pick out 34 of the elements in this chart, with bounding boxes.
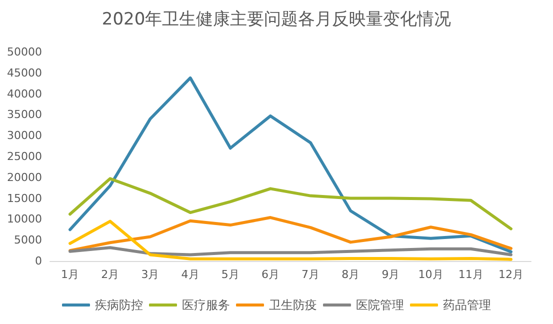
y-tick-label: 35000 (7, 108, 42, 122)
y-tick-label: 50000 (7, 46, 42, 58)
line-series (68, 216, 512, 252)
x-tick-label: 2月 (101, 268, 120, 281)
x-tick-label: 1月 (61, 268, 80, 281)
x-tick-label: 12月 (498, 268, 524, 281)
legend-label: 疾病防控 (95, 298, 143, 312)
legend-label: 医院管理 (356, 298, 404, 312)
x-tick-label: 5月 (221, 268, 240, 281)
x-tick-label: 3月 (141, 268, 160, 281)
y-tick-label: 5000 (14, 234, 42, 247)
y-tick-label: 30000 (7, 129, 42, 142)
line-series (68, 76, 512, 254)
legend-label: 医疗服务 (182, 298, 230, 312)
y-tick-label: 45000 (7, 66, 42, 80)
y-tick-label: 25000 (7, 150, 42, 163)
x-tick-label: 10月 (418, 268, 444, 281)
line-series (68, 177, 512, 230)
chart-title: 2020年卫生健康主要问题各月反映量变化情况 (102, 10, 452, 30)
y-tick-label: 40000 (7, 87, 42, 100)
y-tick-label: 10000 (7, 212, 42, 226)
line-series (68, 246, 512, 256)
y-tick-label: 15000 (7, 192, 42, 205)
x-tick-label: 8月 (342, 268, 360, 281)
legend-label: 卫生防疫 (269, 298, 317, 312)
y-tick-label: 20000 (7, 170, 42, 184)
x-tick-label: 11月 (458, 268, 484, 281)
x-tick-label: 6月 (261, 268, 280, 281)
x-tick-label: 4月 (181, 268, 200, 281)
legend-label: 药品管理 (443, 298, 491, 312)
line-series (68, 220, 512, 261)
y-tick-label: 0 (35, 254, 42, 268)
x-tick-label: 9月 (382, 268, 400, 281)
x-tick-label: 7月 (302, 268, 320, 281)
